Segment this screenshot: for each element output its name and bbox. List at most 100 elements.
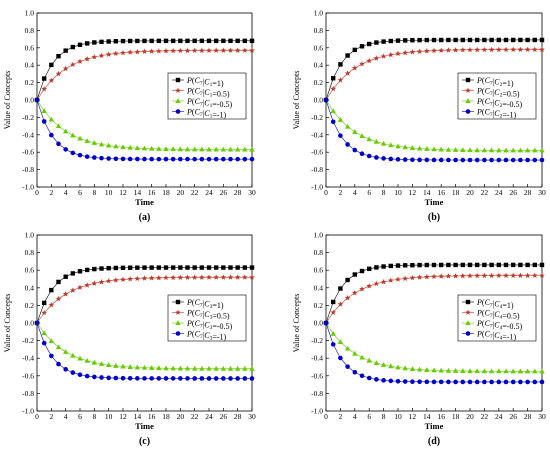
data-point [452,147,459,152]
data-point [445,146,452,152]
y-tick-label: -0.8 [311,389,323,398]
data-point [467,262,473,268]
data-point [234,146,241,152]
data-point [488,368,495,374]
legend-swatch-marker [175,299,181,305]
data-point [402,275,409,281]
data-point [55,295,62,302]
x-tick-label: 22 [191,412,199,421]
x-tick-label: 16 [437,412,445,421]
data-point [467,272,473,279]
legend-entry: P(C7|C2=0.5) [476,86,520,98]
data-point [69,61,76,68]
panel-label: (a) [139,212,151,223]
data-point [539,368,545,374]
legend-entry: P(C7|C3=0.5) [186,308,230,320]
data-point [518,262,523,268]
data-point [99,39,104,45]
data-point [155,48,162,54]
data-point [77,152,83,158]
data-point [380,53,387,59]
data-point [49,287,54,293]
x-tick-label: 20 [466,412,474,421]
data-point [163,376,169,381]
data-point [367,266,372,272]
data-point [49,132,54,138]
data-point [113,363,119,368]
data-point [402,144,408,150]
data-point [330,85,337,92]
data-point [170,47,177,54]
data-point [84,267,90,273]
data-point [105,51,112,57]
x-tick-label: 10 [394,188,402,197]
data-point [496,37,501,43]
data-point [387,51,394,58]
data-point [170,146,176,152]
chart-panel-a: -1.0 -0.8 -0.6 -0.4 -0.2 0.0 0.2 0.4 0.6 0.8 1.0 0 2… [3,9,256,224]
legend-entry: P(C7|C2=1) [476,76,514,88]
data-point [374,377,379,382]
data-point [149,156,154,162]
data-point [77,355,83,361]
data-point [249,376,255,381]
data-point [475,262,480,268]
data-point [431,273,437,280]
y-tick-label: 1.0 [314,231,324,240]
data-point [112,277,119,283]
data-point [120,375,126,381]
data-point [77,372,83,378]
x-axis-title: Time [135,421,154,431]
data-point [331,76,336,81]
data-point [474,147,480,153]
data-point [424,37,429,43]
data-point [221,38,226,44]
data-point [402,157,408,162]
data-point [511,262,516,268]
data-point [48,338,55,344]
data-point [510,368,516,374]
x-tick-label: 8 [92,412,96,421]
data-point [178,376,183,381]
data-point [330,330,336,336]
data-point [359,286,365,292]
data-point [438,146,444,152]
data-point [198,274,205,280]
data-point [199,265,205,270]
x-tick-label: 6 [367,188,371,197]
data-point [148,48,155,54]
y-tick-label: -0.4 [22,354,34,363]
x-tick-label: 4 [353,188,357,197]
data-point [227,274,234,280]
data-point [446,262,451,268]
data-point [228,265,233,270]
data-point [206,265,212,270]
data-point [518,157,523,163]
x-tick-label: 18 [452,412,460,421]
data-point [127,375,133,381]
data-point [242,146,248,152]
data-point [242,156,248,162]
x-tick-label: 28 [524,412,532,421]
data-point [249,156,255,162]
y-tick-label: 0.0 [25,319,35,328]
data-point [395,50,401,57]
data-point [221,156,226,162]
data-point [438,367,444,373]
x-tick-label: 4 [64,412,68,421]
data-point [352,47,357,53]
data-point [424,367,430,372]
y-tick-label: 0.6 [314,43,324,52]
legend-swatch-marker [465,109,471,114]
data-point [113,375,119,381]
x-tick-label: 12 [409,412,417,421]
x-tick-label: 22 [481,412,489,421]
legend-swatch-marker [175,77,181,83]
y-tick-label: -0.6 [22,148,34,157]
x-tick-label: 28 [234,412,242,421]
y-tick-label: 0.2 [25,301,35,310]
y-tick-label: 0.4 [25,283,35,292]
data-point [503,147,509,153]
data-point [163,365,169,371]
legend-swatch-marker [465,331,471,336]
